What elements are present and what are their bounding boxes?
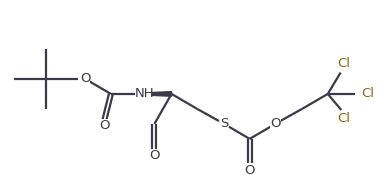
Text: NH: NH bbox=[135, 87, 154, 101]
Text: O: O bbox=[270, 117, 281, 130]
Text: O: O bbox=[80, 72, 90, 86]
Text: Cl: Cl bbox=[338, 112, 351, 125]
Text: Cl: Cl bbox=[361, 87, 374, 101]
Text: O: O bbox=[149, 149, 159, 162]
Polygon shape bbox=[152, 92, 171, 96]
Text: Cl: Cl bbox=[338, 57, 351, 70]
Text: S: S bbox=[220, 117, 228, 130]
Text: O: O bbox=[244, 164, 255, 177]
Text: O: O bbox=[99, 119, 110, 132]
